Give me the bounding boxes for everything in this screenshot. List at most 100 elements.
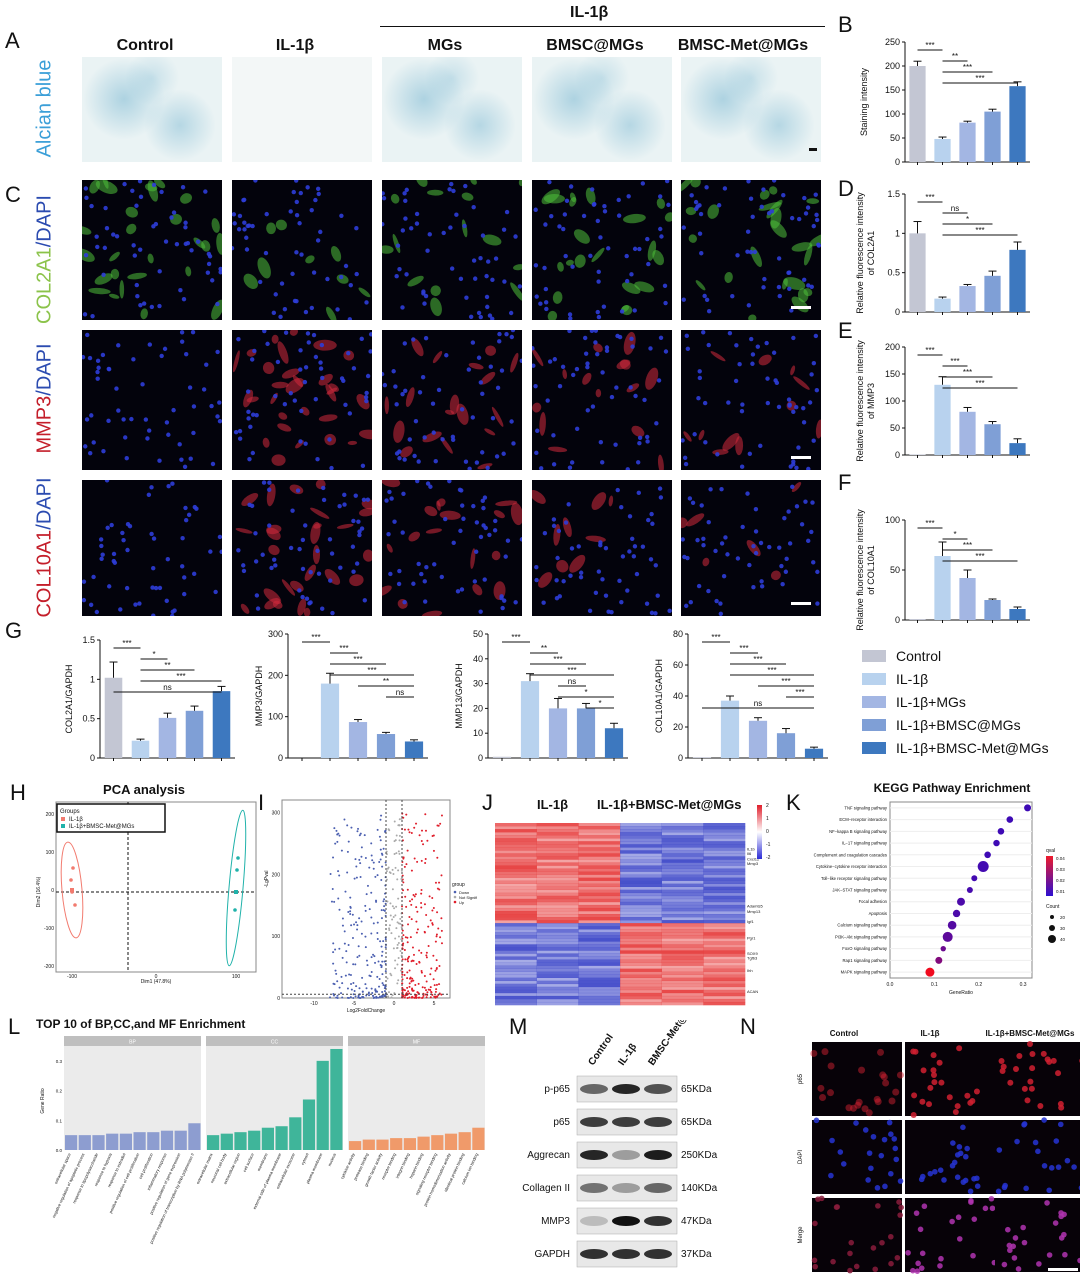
- nucleus: [625, 588, 630, 593]
- stain-blob: [361, 499, 372, 510]
- volcano-point-ns: [397, 957, 400, 960]
- nucleus: [316, 191, 321, 197]
- heatmap-cell: [578, 856, 621, 860]
- volcano-point-up: [406, 941, 409, 944]
- heatmap-cell: [620, 892, 662, 897]
- n-cell: [837, 1149, 844, 1155]
- nucleus: [404, 187, 409, 193]
- nucleus: [478, 534, 484, 540]
- panel-label-f: F: [838, 470, 852, 495]
- y-tick-label: 50: [890, 133, 900, 143]
- stain-blob: [430, 285, 441, 297]
- volcano-point-down: [364, 983, 367, 986]
- nucleus: [360, 463, 366, 469]
- volcano-point-up: [426, 839, 429, 842]
- kegg-dot: [942, 931, 953, 942]
- heatmap-cell: [578, 871, 621, 875]
- nucleus: [401, 491, 406, 497]
- n-cell: [914, 1268, 921, 1274]
- volcano-point-up: [417, 982, 420, 985]
- nucleus: [627, 549, 632, 554]
- volcano-point-up: [417, 996, 420, 999]
- volcano-point-up: [440, 917, 443, 920]
- nucleus: [82, 312, 88, 317]
- nucleus: [412, 453, 417, 459]
- heatmap-cell: [703, 826, 746, 830]
- nucleus: [734, 343, 739, 348]
- n-cell: [879, 1239, 885, 1246]
- nucleus: [615, 333, 620, 339]
- nucleus: [255, 606, 261, 611]
- n-cell: [811, 1257, 818, 1264]
- kegg-qval-title: qval: [1046, 848, 1055, 854]
- volcano-point-up: [428, 895, 431, 898]
- nucleus: [504, 331, 509, 337]
- nucleus: [292, 398, 298, 403]
- kegg-category-label: PI3K−Akt signaling pathway: [835, 934, 888, 939]
- heatmap-cell: [578, 965, 621, 969]
- nucleus: [682, 455, 688, 461]
- heatmap-cell: [661, 914, 704, 918]
- significance-label: ***: [711, 633, 720, 642]
- heatmap-cell: [578, 838, 621, 842]
- heatmap-cell: [495, 835, 537, 839]
- nucleus: [694, 206, 699, 211]
- n-cell: [932, 1168, 938, 1175]
- volcano-point-ns: [388, 929, 391, 932]
- nucleus: [761, 187, 766, 192]
- nucleus: [517, 284, 522, 289]
- nucleus: [739, 408, 745, 414]
- n-cell: [913, 1210, 920, 1216]
- stain-blob: [94, 273, 113, 285]
- stain-blob: [518, 180, 522, 187]
- nucleus: [603, 545, 609, 551]
- n-cell: [952, 1109, 959, 1116]
- nucleus: [765, 376, 770, 381]
- nucleus: [354, 271, 359, 277]
- n-cell: [925, 1101, 932, 1108]
- heatmap-gene-label: Mmp13: [747, 909, 761, 914]
- volcano-point-up: [407, 990, 410, 993]
- heatmap-cell: [620, 941, 662, 945]
- nucleus: [629, 336, 634, 342]
- nucleus: [215, 301, 220, 307]
- nucleus: [801, 420, 807, 425]
- volcano-point-up: [422, 843, 425, 846]
- nucleus: [735, 556, 741, 561]
- pca-ellipse: [225, 809, 247, 967]
- heatmap-cell: [495, 944, 537, 948]
- volcano-point-up: [431, 923, 434, 926]
- y-axis-label: COL10A1/GAPDH: [654, 659, 664, 733]
- volcano-point-down: [381, 960, 384, 963]
- stain-blob: [791, 242, 813, 252]
- kegg-dot: [925, 967, 935, 977]
- heatmap-cell: [620, 829, 662, 833]
- nucleus: [357, 532, 362, 538]
- volcano-point-ns: [400, 817, 403, 820]
- n-cell: [936, 1059, 943, 1066]
- blot-band: [644, 1150, 672, 1160]
- volcano-x-tick: -10: [310, 1001, 317, 1007]
- volcano-point-down: [375, 995, 378, 998]
- n-cell: [1046, 1058, 1053, 1065]
- blot-band: [644, 1183, 672, 1193]
- volcano-point-ns: [392, 947, 395, 950]
- panel-label-b: B: [838, 12, 853, 37]
- nucleus: [722, 186, 728, 191]
- n-cell: [974, 1183, 981, 1190]
- volcano-point-up: [407, 923, 410, 926]
- volcano-point-down: [380, 995, 383, 998]
- volcano-point-up: [403, 974, 406, 977]
- nucleus: [493, 518, 498, 524]
- nucleus: [497, 339, 502, 344]
- volcano-point-down: [361, 995, 364, 998]
- heatmap-cell: [703, 847, 746, 851]
- heatmap-cell: [661, 998, 704, 1003]
- volcano-point-up: [429, 996, 432, 999]
- heatmap-cell: [703, 850, 746, 854]
- n-cell: [905, 1249, 911, 1256]
- pca-legend-marker: [61, 824, 65, 828]
- volcano-point-up: [412, 953, 415, 956]
- nucleus: [264, 211, 269, 217]
